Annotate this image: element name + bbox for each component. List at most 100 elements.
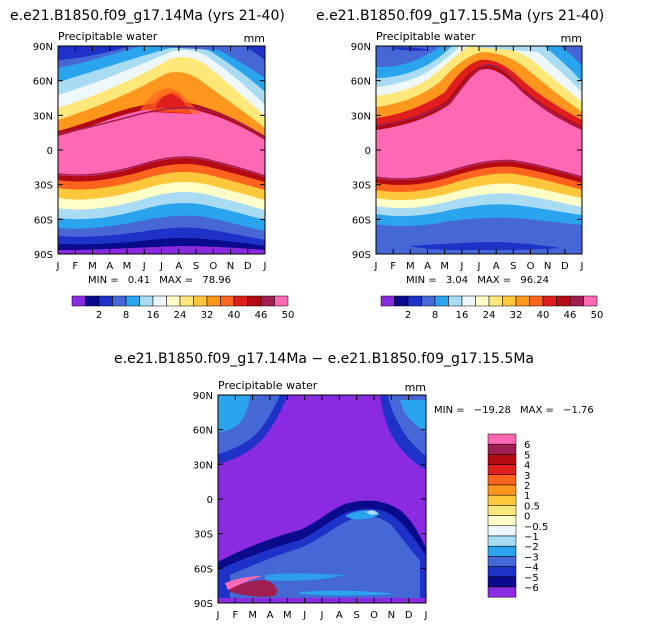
colorbar-box xyxy=(394,295,409,307)
colorbar-box xyxy=(488,295,503,307)
panel-1-unit: mm xyxy=(244,32,265,45)
x-tick-label: D xyxy=(244,261,252,272)
colorbar-box xyxy=(139,295,154,307)
colorbar-box xyxy=(542,295,557,307)
y-tick-label: 30N xyxy=(33,111,53,122)
panel-3-title: e.e21.B1850.f09_g17.14Ma − e.e21.B1850.f… xyxy=(114,351,534,367)
colorbar-box xyxy=(487,454,517,465)
x-tick-label: M xyxy=(88,261,97,272)
colorbar-box xyxy=(515,295,530,307)
x-tick-label: S xyxy=(353,610,359,621)
colorbar-label: 50 xyxy=(282,310,295,321)
colorbar-label: −1 xyxy=(524,532,539,543)
colorbar-box xyxy=(112,295,127,307)
panel-2-unit: mm xyxy=(561,32,582,45)
colorbar-label: 0 xyxy=(524,512,530,523)
colorbar-box xyxy=(487,443,517,455)
x-tick-label: J xyxy=(142,261,146,272)
y-tick-label: 90N xyxy=(33,42,53,53)
colorbar-label: 2 xyxy=(524,481,530,492)
panel-1-field xyxy=(58,46,265,254)
x-tick-label: F xyxy=(72,261,78,272)
colorbar-box xyxy=(247,295,262,307)
colorbar-label: 6 xyxy=(524,440,530,451)
colorbar-box xyxy=(152,295,167,307)
x-tick-label: O xyxy=(209,261,217,272)
colorbar-box xyxy=(556,295,571,307)
y-tick-label: 90N xyxy=(351,42,371,53)
x-tick-label: A xyxy=(106,261,113,272)
panel-2-subtitle: Precipitable water xyxy=(376,30,476,43)
panel-3: e.e21.B1850.f09_g17.14Ma − e.e21.B1850.f… xyxy=(114,351,594,621)
x-tick-label: J xyxy=(159,261,163,272)
colorbar-label: 8 xyxy=(432,310,438,321)
colorbar-box xyxy=(487,515,517,527)
panel-2-y-axis: 90N 60N 30N 0 30S 60S 90S xyxy=(351,42,582,261)
colorbar-box xyxy=(434,295,449,307)
y-tick-label: 90S xyxy=(34,250,53,261)
x-tick-label: J xyxy=(320,610,324,621)
y-tick-label: 60S xyxy=(194,564,213,575)
colorbar-label: 1 xyxy=(524,491,530,502)
colorbar-label: 32 xyxy=(510,310,523,321)
colorbar-label: 2 xyxy=(96,310,102,321)
x-tick-label: A xyxy=(336,610,343,621)
x-tick-label: M xyxy=(283,610,292,621)
y-tick-label: 60N xyxy=(33,77,53,88)
colorbar-label: 24 xyxy=(483,310,496,321)
colorbar-box xyxy=(487,556,517,567)
panel-2: e.e21.B1850.f09_g17.15.5Ma (yrs 21-40) P… xyxy=(316,8,604,321)
y-tick-label: 0 xyxy=(365,146,371,157)
x-tick-label: J xyxy=(216,610,220,621)
colorbar-box xyxy=(569,295,584,307)
colorbar-label: −4 xyxy=(524,563,539,574)
panel-2-title: e.e21.B1850.f09_g17.15.5Ma (yrs 21-40) xyxy=(316,8,604,24)
x-tick-label: J xyxy=(459,261,463,272)
colorbar-box xyxy=(487,535,517,547)
x-tick-label: A xyxy=(267,610,274,621)
colorbar-box xyxy=(98,295,113,307)
colorbar-box xyxy=(421,295,436,307)
y-tick-label: 90N xyxy=(193,391,213,402)
colorbar-label: −5 xyxy=(524,573,539,584)
colorbar-box xyxy=(448,295,463,307)
x-tick-label: N xyxy=(227,261,234,272)
colorbar-box xyxy=(125,295,140,307)
y-tick-label: 60N xyxy=(193,426,213,437)
x-tick-label: J xyxy=(580,261,584,272)
colorbar-box xyxy=(487,566,517,578)
panel-1-colorbar: 2 8 16 24 32 40 46 50 xyxy=(71,295,295,321)
colorbar-label: 40 xyxy=(228,310,241,321)
y-tick-label: 90S xyxy=(194,599,213,610)
colorbar-box xyxy=(487,433,517,445)
colorbar-box xyxy=(487,505,517,516)
colorbar-label: 46 xyxy=(255,310,268,321)
y-tick-label: 0 xyxy=(47,146,53,157)
panel-3-y-axis: 90N 60N 30N 0 30S 60S 90S xyxy=(193,391,426,610)
panel-2-colorbar: 2 8 16 24 32 40 46 50 xyxy=(380,295,603,321)
x-tick-label: F xyxy=(232,610,238,621)
x-tick-label: J xyxy=(302,610,306,621)
colorbar-box xyxy=(487,586,517,598)
colorbar-label: 8 xyxy=(123,310,129,321)
x-tick-label: A xyxy=(175,261,182,272)
colorbar-label: 5 xyxy=(524,450,530,461)
panel-1-stats: MIN = 0.41 MAX = 78.96 xyxy=(88,275,231,286)
y-tick-label: 30S xyxy=(352,181,371,192)
colorbar-label: 32 xyxy=(201,310,214,321)
x-tick-label: J xyxy=(374,261,378,272)
x-tick-label: A xyxy=(424,261,431,272)
colorbar-box xyxy=(380,295,395,307)
y-tick-label: 60S xyxy=(352,215,371,226)
colorbar-label: 16 xyxy=(456,310,469,321)
colorbar-label: 4 xyxy=(524,461,530,472)
y-tick-label: 60N xyxy=(351,77,371,88)
colorbar-box xyxy=(166,295,181,307)
colorbar-box xyxy=(487,464,517,476)
x-tick-label: N xyxy=(544,261,551,272)
x-tick-label: M xyxy=(123,261,132,272)
colorbar-box xyxy=(583,295,598,307)
